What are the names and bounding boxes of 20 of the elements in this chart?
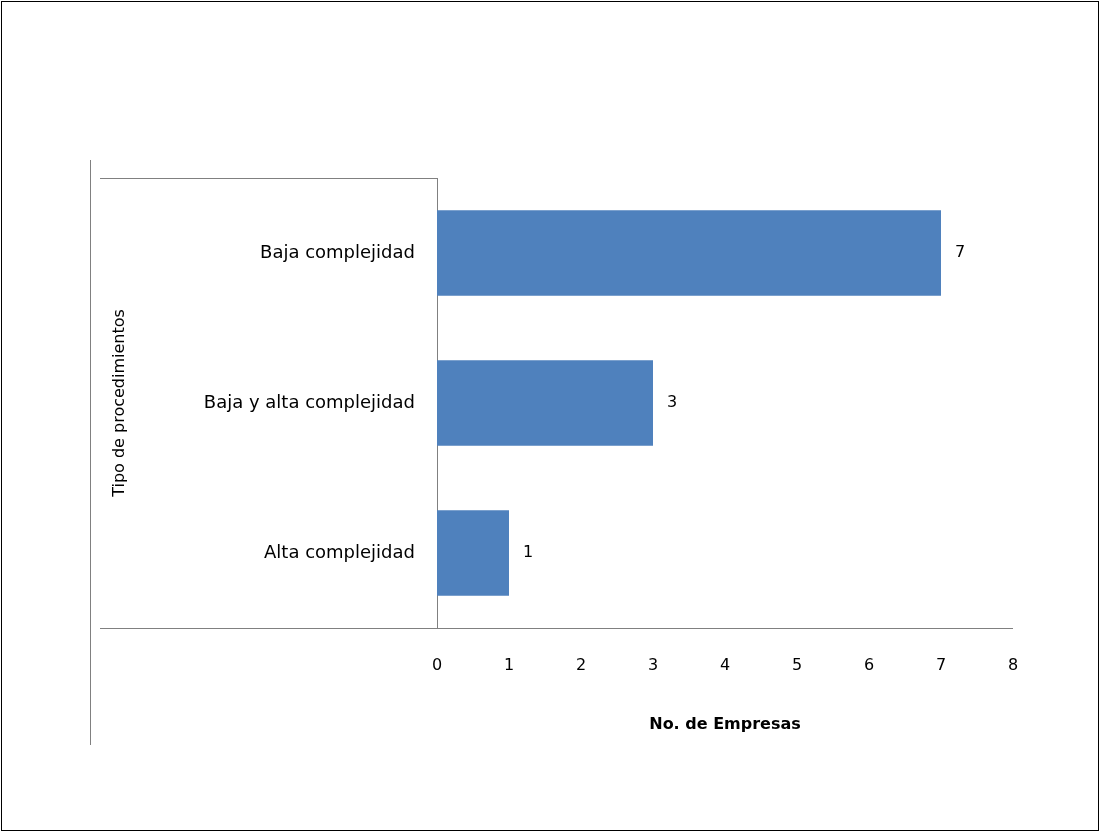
data-label: 1 bbox=[523, 542, 534, 562]
bar bbox=[437, 360, 653, 446]
x-axis-title: No. de Empresas bbox=[649, 713, 801, 733]
bar bbox=[437, 210, 941, 296]
x-tick-label: 5 bbox=[791, 654, 803, 674]
y-axis-title: Tipo de procedimientos bbox=[108, 309, 128, 498]
data-label: 3 bbox=[667, 392, 678, 412]
bar bbox=[437, 510, 509, 596]
x-tick-label: 3 bbox=[647, 654, 659, 674]
y-tick-label: Baja y alta complejidad bbox=[203, 390, 415, 412]
x-tick-label: 8 bbox=[1007, 654, 1019, 674]
y-tick-label: Alta complejidad bbox=[264, 540, 415, 562]
x-tick-label: 6 bbox=[863, 654, 875, 674]
x-tick-label: 1 bbox=[503, 654, 515, 674]
x-tick-label: 7 bbox=[935, 654, 947, 674]
x-tick-label: 4 bbox=[719, 654, 731, 674]
x-tick-label: 0 bbox=[431, 654, 443, 674]
x-tick-label: 2 bbox=[575, 654, 587, 674]
data-label: 7 bbox=[955, 242, 966, 262]
y-tick-label: Baja complejidad bbox=[260, 240, 415, 262]
